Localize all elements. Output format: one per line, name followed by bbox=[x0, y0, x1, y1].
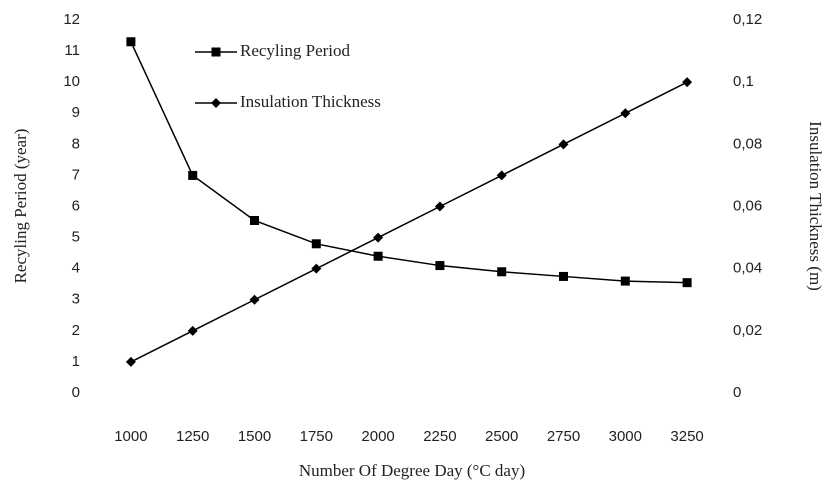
marker bbox=[126, 37, 136, 47]
x-tick-label: 3000 bbox=[609, 428, 642, 445]
marker bbox=[249, 294, 260, 305]
x-tick-label: 1250 bbox=[176, 428, 209, 445]
marker bbox=[435, 261, 445, 271]
y-axis-title: Recyling Period (year) bbox=[11, 129, 30, 284]
marker bbox=[497, 267, 507, 277]
marker bbox=[188, 170, 198, 180]
legend-label: Recyling Period bbox=[240, 41, 351, 60]
y-tick-label: 6 bbox=[72, 197, 80, 214]
marker bbox=[250, 215, 259, 225]
marker bbox=[559, 271, 568, 281]
x-tick-label: 1750 bbox=[300, 428, 333, 445]
x-axis-title: Number Of Degree Day (°C day) bbox=[299, 461, 525, 480]
y-tick-label: 10 bbox=[63, 73, 80, 90]
x-tick-label: 2750 bbox=[547, 428, 580, 445]
y-tick-label: 11 bbox=[64, 42, 80, 59]
series-line bbox=[130, 41, 688, 284]
marker bbox=[373, 251, 383, 261]
y-tick-label: 9 bbox=[72, 104, 80, 121]
y-tick-label: 4 bbox=[72, 260, 80, 277]
marker bbox=[434, 201, 445, 212]
x-tick-label: 3250 bbox=[670, 428, 703, 445]
x-tick-label: 2000 bbox=[361, 428, 394, 445]
y2-tick-label: 0,1 bbox=[733, 73, 754, 90]
marker bbox=[125, 356, 136, 367]
legend-label: Insulation Thickness bbox=[240, 92, 381, 111]
marker bbox=[311, 239, 321, 249]
x-tick-label: 1000 bbox=[114, 428, 147, 445]
y-tick-label: 5 bbox=[72, 229, 80, 246]
x-tick-label: 2500 bbox=[485, 428, 518, 445]
marker bbox=[373, 232, 384, 243]
marker bbox=[496, 170, 507, 181]
marker bbox=[620, 108, 631, 119]
marker bbox=[211, 47, 221, 57]
x-tick-label: 1500 bbox=[238, 428, 271, 445]
marker bbox=[311, 263, 322, 274]
y-tick-label: 12 bbox=[63, 11, 80, 28]
y-tick-label: 1 bbox=[72, 353, 80, 370]
marker bbox=[620, 276, 630, 286]
marker bbox=[558, 139, 569, 150]
x-tick-label: 2250 bbox=[423, 428, 456, 445]
marker bbox=[682, 77, 693, 88]
y2-tick-label: 0 bbox=[733, 384, 741, 401]
marker bbox=[211, 98, 221, 108]
series-line bbox=[130, 81, 688, 363]
marker bbox=[187, 325, 198, 336]
y2-tick-label: 0,02 bbox=[733, 322, 762, 339]
y-tick-label: 3 bbox=[72, 291, 80, 308]
y-tick-label: 2 bbox=[72, 322, 80, 339]
y2-tick-label: 0,12 bbox=[733, 11, 762, 28]
y2-tick-label: 0,06 bbox=[733, 197, 762, 214]
y2-tick-label: 0,08 bbox=[733, 135, 762, 152]
y2-axis-title: Insulation Thickness (m) bbox=[806, 121, 825, 291]
y2-tick-label: 0,04 bbox=[733, 260, 762, 277]
y-tick-label: 8 bbox=[72, 135, 80, 152]
y-tick-label: 0 bbox=[72, 384, 80, 401]
marker bbox=[682, 278, 692, 288]
y-tick-label: 7 bbox=[72, 166, 80, 183]
